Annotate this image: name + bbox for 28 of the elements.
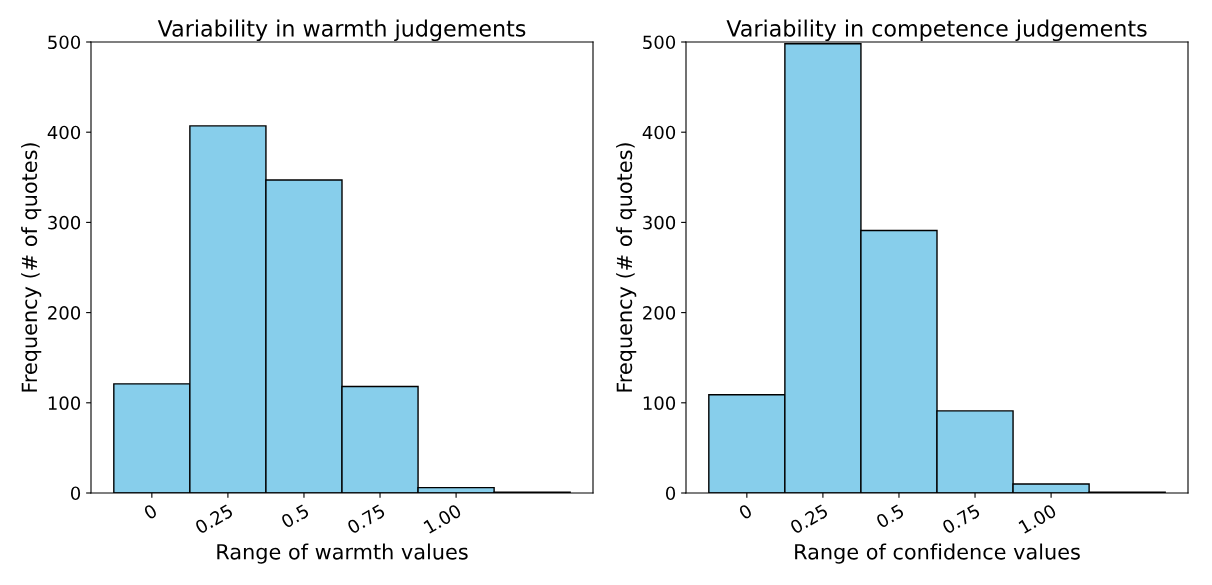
chart-title: Variability in competence judgements — [726, 19, 1147, 42]
x-tick-label: 0.5 — [280, 503, 310, 529]
y-tick-label: 0 — [70, 486, 81, 501]
y-tick-label: 500 — [48, 35, 81, 50]
y-tick-label: 100 — [643, 396, 676, 410]
chart-title: Variability in warmth judgements — [157, 19, 526, 42]
y-axis-title: Frequency (# of quotes) — [616, 143, 637, 392]
y-tick-label: 400 — [642, 125, 676, 140]
y-tick-label: 0 — [665, 486, 676, 501]
x-tick-label: 0.75 — [346, 503, 386, 535]
y-tick-label: 300 — [643, 215, 676, 230]
x-tick-label: 0 — [143, 503, 158, 520]
x-tick-label: 0 — [738, 503, 753, 520]
x-tick-label: 1.00 — [1018, 503, 1058, 534]
x-tick-label: 0.5 — [875, 503, 905, 529]
x-axis-title: Range of confidence values — [795, 543, 1080, 564]
x-tick-label: 0.25 — [194, 503, 234, 535]
y-axis-title: Frequency (# of quotes) — [21, 143, 42, 392]
y-tick-label: 100 — [48, 396, 81, 410]
y-tick-label: 200 — [643, 306, 676, 320]
x-axis-title: Range of warmth values — [217, 543, 468, 564]
x-tick-label: 0.75 — [941, 503, 981, 535]
y-tick-label: 200 — [48, 306, 81, 320]
x-tick-label: 1.00 — [423, 503, 463, 534]
y-tick-label: 300 — [48, 215, 81, 230]
y-tick-label: 500 — [643, 35, 676, 50]
x-tick-label: 0.25 — [789, 503, 829, 535]
y-tick-label: 400 — [47, 125, 81, 140]
